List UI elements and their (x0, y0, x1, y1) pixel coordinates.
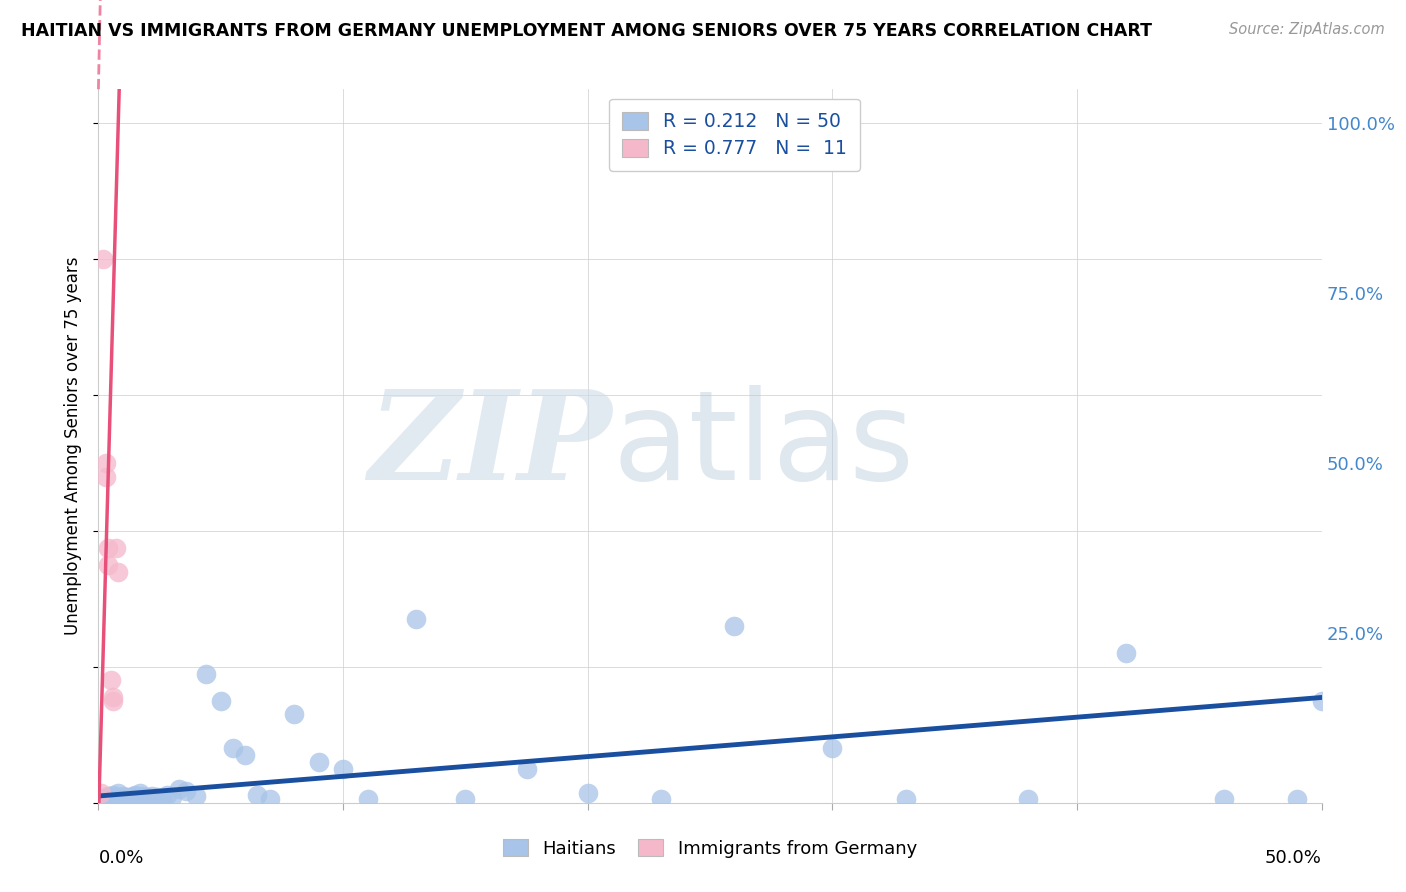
Point (186, 789, 208, 803)
Text: 50.0%: 50.0% (1265, 849, 1322, 867)
Point (100, 673, 122, 688)
Text: HAITIAN VS IMMIGRANTS FROM GERMANY UNEMPLOYMENT AMONG SENIORS OVER 75 YEARS CORR: HAITIAN VS IMMIGRANTS FROM GERMANY UNEMP… (21, 22, 1152, 40)
Point (1286, 792, 1309, 806)
Point (209, 694, 232, 708)
Point (894, 792, 917, 806)
Point (117, 790, 139, 805)
Point (121, 789, 143, 803)
Point (131, 789, 153, 803)
Point (1115, 646, 1137, 660)
Point (114, 792, 136, 806)
Text: Source: ZipAtlas.com: Source: ZipAtlas.com (1229, 22, 1385, 37)
Point (110, 792, 132, 806)
Point (146, 790, 169, 805)
Point (97, 541, 120, 555)
Point (111, 789, 134, 803)
Point (97, 558, 120, 572)
Point (90, 786, 112, 800)
Point (94, 790, 117, 805)
Point (233, 748, 256, 763)
Point (136, 790, 159, 805)
Point (176, 783, 198, 797)
Point (454, 792, 477, 806)
Legend: Haitians, Immigrants from Germany: Haitians, Immigrants from Germany (496, 832, 924, 865)
Y-axis label: Unemployment Among Seniors over 75 years: Unemployment Among Seniors over 75 years (65, 257, 83, 635)
Point (356, 792, 378, 806)
Point (120, 792, 142, 806)
Point (650, 792, 672, 806)
Point (150, 792, 173, 806)
Point (167, 782, 190, 797)
Text: atlas: atlas (612, 385, 914, 507)
Point (134, 792, 156, 806)
Point (195, 666, 218, 681)
Point (222, 741, 245, 756)
Point (97, 789, 120, 803)
Point (283, 707, 305, 722)
Point (100, 792, 122, 806)
Point (101, 694, 124, 708)
Point (160, 790, 183, 805)
Point (104, 541, 127, 555)
Point (156, 788, 179, 802)
Point (1017, 792, 1039, 806)
Point (246, 788, 269, 802)
Point (127, 790, 149, 805)
Point (259, 792, 281, 806)
Point (101, 690, 124, 705)
Point (723, 619, 745, 633)
Point (1310, 694, 1333, 708)
Point (141, 789, 163, 803)
Point (821, 741, 844, 756)
Point (101, 788, 124, 802)
Point (129, 786, 152, 800)
Point (308, 755, 330, 769)
Point (91, 252, 114, 266)
Point (91, 792, 114, 806)
Text: 0.0%: 0.0% (98, 849, 143, 867)
Text: ZIP: ZIP (368, 385, 612, 507)
Point (405, 612, 427, 626)
Point (1212, 792, 1234, 806)
Point (107, 565, 129, 579)
Point (104, 790, 127, 805)
Point (124, 788, 146, 802)
Point (332, 762, 354, 776)
Point (576, 786, 599, 800)
Point (107, 786, 129, 800)
Point (94, 456, 117, 470)
Point (515, 762, 537, 776)
Point (94, 469, 117, 483)
